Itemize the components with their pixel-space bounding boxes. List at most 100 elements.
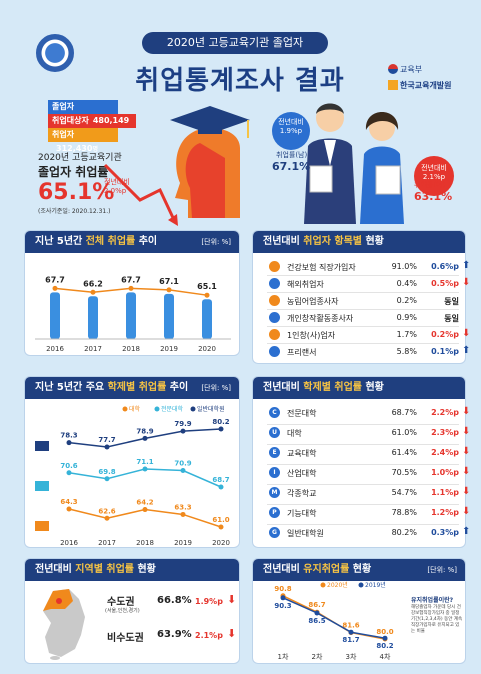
series-point: [66, 440, 72, 446]
stat-tag-unit: 명: [92, 146, 98, 153]
panel-title-c: 현황: [361, 236, 384, 247]
bar-value-label: 66.2: [83, 279, 103, 288]
noncapital-rate: 63.9%: [157, 629, 192, 640]
school-building-icon: [35, 441, 49, 451]
divider: [267, 292, 459, 293]
noncapital-diff: 2.1%p: [195, 631, 223, 640]
category-label: 3차: [346, 652, 357, 661]
bar-value-label: 65.1: [197, 282, 217, 291]
series-point: [382, 635, 388, 641]
panel-header: 지난 5년간 주요 학제별 취업률 추이 [단위: %]: [25, 377, 239, 399]
capital-diff: 1.9%p: [195, 597, 223, 606]
stat-tag: 취업자 312,430명: [48, 128, 118, 153]
stat-tag-label: 취업대상자: [52, 116, 89, 125]
male-rate-label: 취업률(남): [276, 151, 308, 159]
stat-tag: 졸업자553,521명: [48, 100, 118, 125]
ministry-seal-icon: [36, 34, 74, 72]
category-label: 2019: [160, 345, 178, 353]
stat-tag-label: 취업자: [52, 130, 75, 139]
point-label: 80.2: [212, 418, 229, 426]
item-rate: 68.7%: [391, 408, 417, 417]
point-label: 86.5: [308, 617, 325, 625]
capital-detail: (서울,인천,경기): [105, 608, 140, 614]
list-item: 1인창(사)업자 1.7% 0.2%p ⬇: [269, 327, 470, 344]
category-icon: [269, 329, 280, 340]
bar: [88, 296, 98, 339]
point-label: 86.7: [308, 601, 325, 609]
item-name: 건강보험 직장가입자: [287, 263, 356, 272]
legend-label: 2020년: [327, 581, 348, 589]
male-diff-bubble: 전년대비 1.9%p: [272, 112, 310, 150]
item-rate: 80.2%: [391, 528, 417, 537]
female-bubble-diff: 2.1%p: [422, 173, 446, 181]
item-name: 교육대학: [287, 449, 317, 458]
down-arrow-icon: ⬇: [227, 627, 237, 640]
capital-rate: 66.8%: [157, 595, 192, 606]
category-label: 4차: [380, 652, 391, 661]
item-diff: 2.2%p: [431, 408, 459, 417]
panel-title-c: 추이: [166, 382, 189, 393]
series-point: [348, 629, 354, 635]
divider: [267, 309, 459, 310]
panel-header: 지난 5년간 전체 취업률 추이 [단위: %]: [25, 231, 239, 253]
category-icon: [269, 261, 280, 272]
point-label: 64.2: [136, 499, 153, 507]
list-item: M 각종학교 54.7% 1.1%p ⬇: [269, 485, 470, 502]
point-label: 79.9: [174, 420, 191, 428]
series-point: [142, 435, 148, 441]
category-icon: [269, 278, 280, 289]
item-rate: 1.7%: [396, 330, 417, 339]
divider: [267, 524, 459, 525]
trend-point: [204, 292, 210, 298]
divider: [267, 424, 459, 425]
down-arrow-icon: ⬇: [462, 466, 471, 477]
panel-title-a: 전년대비: [35, 564, 76, 575]
item-name: 일반대학원: [287, 529, 324, 538]
bar: [126, 292, 136, 339]
panel-category: 전년대비 취업자 항목별 현황 건강보험 직장가입자 91.0% 0.6%p ⬆ 해외취…: [252, 230, 470, 364]
item-diff: 1.2%p: [431, 508, 459, 517]
panel-title-highlight: 학제별 취업률: [303, 382, 362, 393]
category-label: 2018: [122, 345, 140, 353]
bar-value-label: 67.1: [159, 277, 179, 286]
item-rate: 91.0%: [391, 262, 417, 271]
capital-name: 수도권: [107, 597, 135, 608]
point-label: 70.9: [174, 460, 191, 468]
category-label: 1차: [278, 652, 289, 661]
panel-title-a: 지난 5년간 주요: [35, 382, 108, 393]
panel-title-highlight: 지역별 취업률: [75, 564, 134, 575]
item-name: 해외취업자: [287, 280, 324, 289]
legend-swatch: [190, 406, 196, 412]
item-name: 농림어업종사자: [287, 297, 339, 306]
point-label: 78.9: [136, 427, 153, 435]
reference-date: (조사기준일: 2020.12.31.): [38, 208, 111, 215]
female-rate-label: 취업률(여): [414, 181, 446, 189]
taeguk-icon: [388, 64, 398, 74]
noncapital-name: 비수도권: [107, 633, 144, 644]
korea-map-icon: [43, 589, 85, 660]
point-label: 80.2: [376, 642, 393, 650]
rate-label: 졸업자 취업률: [38, 165, 109, 179]
divider: [267, 343, 459, 344]
series-line: [68, 468, 222, 488]
bar: [164, 293, 174, 339]
legend-swatch: [154, 406, 160, 412]
graduates-illustration: [304, 103, 404, 224]
point-label: 68.7: [212, 476, 229, 484]
panel-title-highlight: 전체 취업률: [85, 236, 136, 247]
bar-value-label: 67.7: [45, 275, 65, 284]
point-label: 81.7: [342, 636, 359, 644]
legend-swatch: [122, 406, 128, 412]
school-type-icon: M: [269, 487, 280, 498]
point-label: 61.0: [212, 516, 229, 524]
point-label: 70.6: [60, 462, 77, 470]
series-point: [104, 515, 110, 521]
female-bubble-label: 전년대비: [421, 164, 447, 172]
bar-value-label: 67.7: [121, 275, 141, 284]
stat-tag-value: 312,430: [56, 144, 93, 153]
item-rate: 0.9%: [396, 313, 417, 322]
category-label: 2차: [312, 652, 323, 661]
item-diff: 0.1%p: [431, 347, 459, 356]
category-label: 2018: [136, 539, 154, 547]
